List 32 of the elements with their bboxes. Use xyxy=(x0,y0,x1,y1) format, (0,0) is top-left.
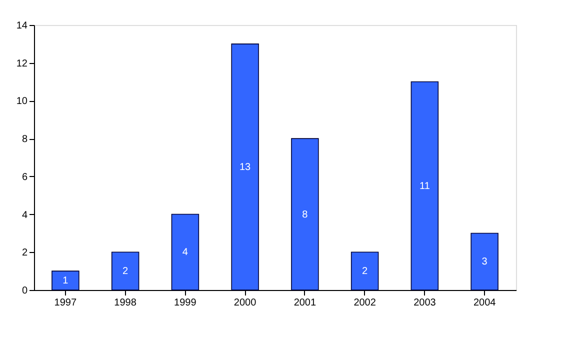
bar xyxy=(470,232,498,290)
y-tick-label: 14 xyxy=(16,20,28,32)
bar xyxy=(111,252,140,290)
x-tick-label: 1997 xyxy=(54,298,77,308)
data-label: 4 xyxy=(182,247,188,258)
bar xyxy=(52,270,80,290)
data-label: 2 xyxy=(362,266,368,278)
x-tick-label: 2003 xyxy=(414,298,436,308)
x-tick-label: 2002 xyxy=(354,298,376,308)
x-tick-label: 2000 xyxy=(234,298,257,308)
bar xyxy=(291,138,319,290)
data-label: 3 xyxy=(482,256,488,268)
y-tick-label: 0 xyxy=(22,286,28,296)
y-tick-label: 6 xyxy=(22,172,28,183)
data-label: 8 xyxy=(302,209,308,220)
y-tick-label: 4 xyxy=(22,210,28,221)
data-label: 2 xyxy=(122,266,129,278)
bar xyxy=(231,44,259,290)
y-tick-label: 12 xyxy=(16,58,28,70)
y-tick-label: 10 xyxy=(16,96,28,108)
x-tick-label: 1998 xyxy=(114,298,137,308)
bar xyxy=(171,214,200,290)
x-tick-label: 2001 xyxy=(294,298,316,308)
y-tick-label: 2 xyxy=(22,248,28,259)
data-label: 11 xyxy=(419,180,430,192)
data-label: 1 xyxy=(62,276,69,287)
y-tick-label: 8 xyxy=(22,134,28,146)
data-label: 13 xyxy=(240,162,252,173)
x-tick-label: 1999 xyxy=(174,298,197,308)
bar xyxy=(410,81,439,290)
bar xyxy=(350,252,379,290)
x-tick-label: 2004 xyxy=(473,298,496,308)
